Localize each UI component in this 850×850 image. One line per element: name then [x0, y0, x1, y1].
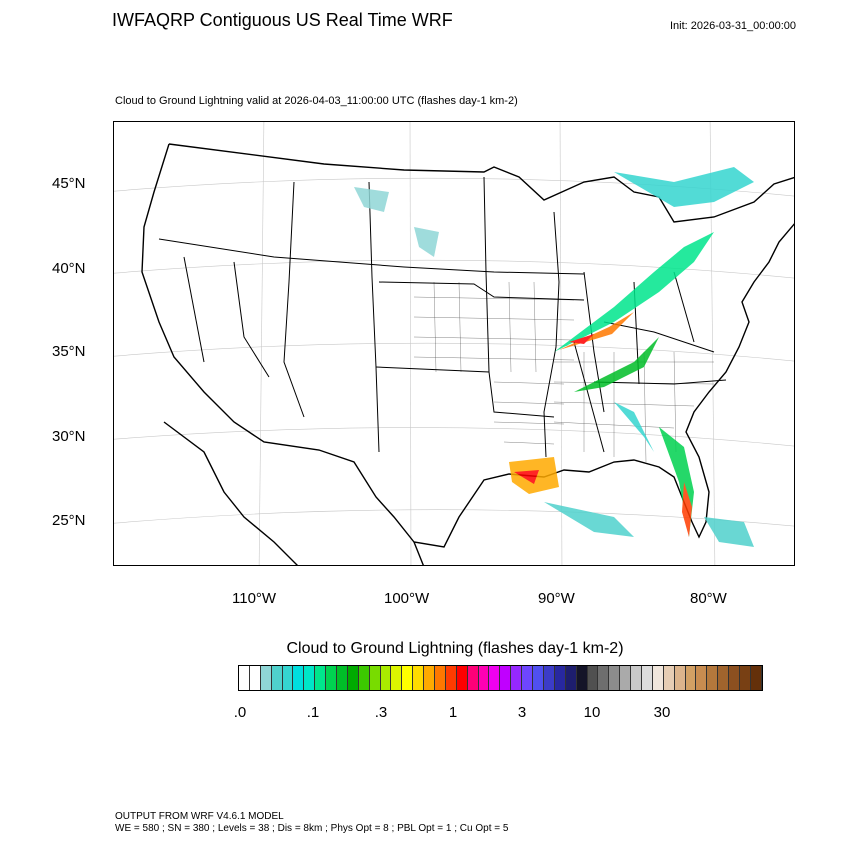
colorbar-label: 3 [517, 704, 527, 721]
colorbar-swatch [424, 666, 436, 690]
colorbar-swatch [489, 666, 501, 690]
colorbar-swatch [435, 666, 446, 690]
colorbar-swatch [337, 666, 348, 690]
colorbar-label: .3 [374, 704, 388, 721]
colorbar-swatch [467, 666, 479, 690]
colorbar-swatch [674, 666, 686, 690]
colorbar-swatch [347, 666, 359, 690]
colorbar-swatch [445, 666, 457, 690]
colorbar-swatch [652, 666, 664, 690]
colorbar-swatch [413, 666, 425, 690]
colorbar-swatch [598, 666, 610, 690]
colorbar-swatch [565, 666, 577, 690]
colorbar-swatch [326, 666, 338, 690]
field-subtitle: Cloud to Ground Lightning valid at 2026-… [115, 95, 518, 107]
colorbar-swatch [358, 666, 370, 690]
lon-label: 80°W [690, 590, 727, 607]
model-info: OUTPUT FROM WRF V4.6.1 MODEL [115, 811, 284, 822]
colorbar-swatch [685, 666, 697, 690]
colorbar-swatch [576, 666, 588, 690]
map-title: IWFAQRP Contiguous US Real Time WRF [112, 10, 453, 30]
us-outline [141, 143, 794, 565]
colorbar-swatch [739, 666, 751, 690]
colorbar-swatch [729, 666, 740, 690]
colorbar-swatch [478, 666, 490, 690]
colorbar-swatch [511, 666, 523, 690]
state-borders [158, 176, 727, 458]
colorbar-label: .1 [306, 704, 320, 721]
lon-label: 110°W [232, 590, 277, 607]
lat-label: 30°N [52, 428, 86, 445]
model-options: WE = 580 ; SN = 380 ; Levels = 38 ; Dis … [115, 823, 509, 834]
colorbar-swatch [631, 666, 642, 690]
lat-label: 40°N [52, 260, 86, 277]
colorbar-swatch [260, 666, 272, 690]
colorbar-swatch [315, 666, 327, 690]
colorbar [238, 665, 763, 691]
lat-label: 35°N [52, 343, 86, 360]
colorbar-swatch [369, 666, 381, 690]
lon-label: 100°W [384, 590, 430, 607]
colorbar-label: 10 [583, 704, 601, 721]
colorbar-swatch [391, 666, 403, 690]
colorbar-swatch [707, 666, 719, 690]
colorbar-swatch [554, 666, 566, 690]
colorbar-label: 30 [653, 704, 671, 721]
colorbar-swatch [249, 666, 261, 690]
colorbar-swatch [641, 666, 653, 690]
colorbar-swatch [522, 666, 534, 690]
colorbar-swatch [609, 666, 621, 690]
colorbar-swatch [500, 666, 512, 690]
colorbar-swatch [620, 666, 632, 690]
colorbar-swatch [271, 666, 283, 690]
lon-label: 90°W [538, 590, 575, 607]
colorbar-swatch [456, 666, 468, 690]
colorbar-swatch [543, 666, 555, 690]
init-time: Init: 2026-03-31_00:00:00 [670, 20, 796, 32]
map-svg [114, 122, 794, 565]
colorbar-swatch [239, 666, 250, 690]
lat-label: 25°N [52, 512, 86, 529]
colorbar-swatch [533, 666, 544, 690]
lat-label: 45°N [52, 175, 86, 192]
colorbar-swatch [282, 666, 294, 690]
colorbar-swatch [304, 666, 316, 690]
colorbar-swatch [663, 666, 675, 690]
colorbar-swatch [750, 666, 762, 690]
lightning-field [354, 167, 754, 547]
colorbar-swatch [587, 666, 599, 690]
graticule [114, 122, 794, 565]
map-panel [113, 121, 795, 566]
colorbar-swatch [293, 666, 305, 690]
colorbar-swatch [380, 666, 392, 690]
colorbar-swatch [402, 666, 414, 690]
colorbar-label: 1 [448, 704, 458, 721]
colorbar-swatch [718, 666, 730, 690]
colorbar-title: Cloud to Ground Lightning (flashes day-1… [286, 640, 624, 657]
colorbar-label: .0 [233, 704, 247, 721]
colorbar-swatch [696, 666, 708, 690]
